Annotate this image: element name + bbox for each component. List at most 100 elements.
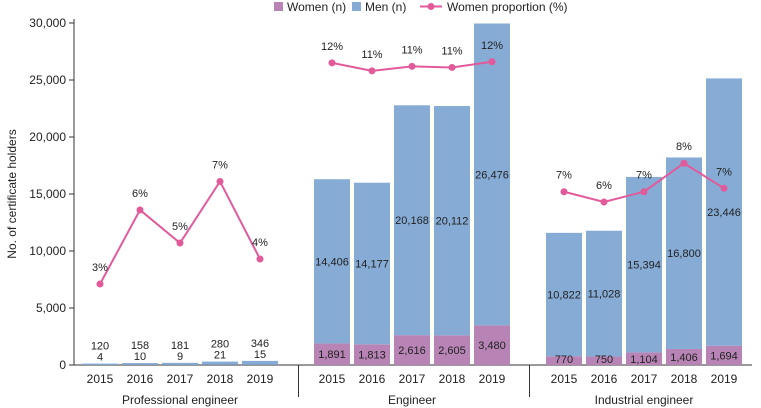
bar-men (546, 232, 582, 357)
x-tick-label: 2015 (319, 372, 346, 386)
x-tick-label: 2016 (359, 372, 386, 386)
men-value-label: 26,476 (475, 169, 509, 181)
bar-men (162, 362, 198, 365)
bar-women (626, 352, 662, 365)
proportion-point (328, 59, 336, 67)
women-value-label: 1,406 (670, 352, 698, 364)
bar-men (626, 176, 662, 353)
y-tick-label: 5,000 (36, 301, 66, 315)
bar-men (354, 182, 390, 345)
men-value-label: 14,177 (355, 259, 389, 271)
y-tick-label: 0 (59, 358, 66, 372)
proportion-point (408, 62, 416, 70)
men-value-label: 346 (251, 338, 269, 350)
group-label: Engineer (388, 393, 436, 407)
men-value-label: 10,822 (547, 290, 581, 302)
proportion-label: 3% (92, 262, 108, 274)
proportion-label: 12% (481, 40, 503, 52)
proportion-point (448, 63, 456, 71)
bar-men (242, 360, 278, 365)
x-tick-label: 2018 (439, 372, 466, 386)
proportion-label: 6% (596, 180, 612, 192)
bar-men (202, 361, 238, 365)
women-value-label: 1,813 (358, 350, 386, 362)
y-tick-label: 10,000 (29, 244, 66, 258)
women-value-label: 10 (134, 351, 146, 363)
bar-men (434, 106, 470, 336)
proportion-label: 6% (132, 188, 148, 200)
legend-label: Women (n) (287, 0, 346, 14)
men-value-label: 280 (211, 339, 229, 351)
legend-swatch (274, 2, 283, 11)
bar-women (354, 344, 390, 365)
legend-label: Men (n) (365, 0, 406, 14)
women-value-label: 9 (177, 351, 183, 363)
proportion-label: 7% (212, 159, 228, 171)
group-label: Industrial engineer (595, 393, 694, 407)
proportion-point (176, 239, 184, 247)
men-value-label: 14,406 (315, 256, 349, 268)
bar-men (394, 105, 430, 336)
x-tick-label: 2019 (247, 372, 274, 386)
proportion-point (560, 188, 568, 196)
x-tick-label: 2015 (87, 372, 114, 386)
group-label: Professional engineer (122, 393, 238, 407)
legend-marker (427, 3, 435, 10)
proportion-label: 4% (252, 237, 268, 249)
bar-women (586, 356, 622, 365)
proportion-point (96, 280, 104, 288)
proportion-point (256, 255, 264, 263)
y-tick-label: 15,000 (29, 187, 66, 201)
men-value-label: 23,446 (707, 207, 741, 219)
x-tick-label: 2017 (399, 372, 426, 386)
bar-women (314, 343, 350, 365)
legend-swatch (352, 2, 361, 11)
proportion-label: 8% (676, 141, 692, 153)
bar-women (434, 335, 470, 365)
proportion-point (216, 177, 224, 185)
men-value-label: 20,112 (436, 216, 469, 228)
bar-men (666, 157, 702, 349)
x-tick-label: 2017 (167, 372, 194, 386)
bar-men (474, 23, 510, 326)
x-tick-label: 2016 (127, 372, 154, 386)
bar-men (706, 78, 742, 346)
x-tick-label: 2019 (479, 372, 506, 386)
x-tick-label: 2018 (207, 372, 234, 386)
women-value-label: 1,694 (710, 350, 738, 362)
women-value-label: 1,891 (318, 349, 346, 361)
women-value-label: 2,616 (398, 345, 426, 357)
x-tick-label: 2018 (671, 372, 698, 386)
proportion-label: 11% (361, 49, 382, 61)
women-value-label: 1,104 (630, 354, 658, 366)
women-value-label: 770 (555, 354, 573, 366)
proportion-point (680, 159, 688, 167)
proportion-label: 7% (636, 170, 652, 182)
bar-men (122, 363, 158, 365)
men-value-label: 158 (131, 340, 149, 352)
men-value-label: 11,028 (588, 289, 621, 301)
women-value-label: 15 (254, 349, 266, 361)
men-value-label: 16,800 (667, 248, 701, 260)
bar-women (474, 325, 510, 365)
y-axis-title: No. of certificate holders (5, 129, 19, 258)
bar-men (314, 179, 350, 344)
bar-men (82, 363, 118, 365)
men-value-label: 181 (171, 340, 189, 352)
women-value-label: 2,605 (438, 345, 466, 357)
proportion-point (488, 58, 496, 66)
bar-women (546, 356, 582, 365)
proportion-label: 12% (321, 41, 343, 53)
men-value-label: 15,394 (627, 260, 661, 272)
men-value-label: 20,168 (395, 215, 429, 227)
y-tick-label: 20,000 (29, 130, 66, 144)
x-tick-label: 2019 (711, 372, 738, 386)
bar-men (586, 230, 622, 357)
proportion-point (136, 206, 144, 214)
proportion-point (600, 198, 608, 206)
proportion-point (640, 188, 648, 196)
proportion-label: 11% (441, 45, 462, 57)
bar-women (394, 335, 430, 365)
y-tick-label: 25,000 (29, 73, 66, 87)
y-tick-label: 30,000 (29, 16, 66, 30)
